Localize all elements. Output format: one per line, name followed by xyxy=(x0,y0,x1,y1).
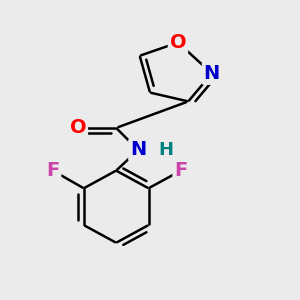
Text: F: F xyxy=(174,161,188,180)
Text: N: N xyxy=(130,140,146,160)
Text: N: N xyxy=(204,64,220,83)
Text: O: O xyxy=(70,118,86,137)
Text: F: F xyxy=(46,161,59,180)
Text: O: O xyxy=(170,33,186,52)
Text: O: O xyxy=(170,33,186,52)
Text: F: F xyxy=(174,161,188,180)
Text: O: O xyxy=(70,118,86,137)
Text: H: H xyxy=(159,141,174,159)
Text: N: N xyxy=(204,64,220,83)
Text: H: H xyxy=(159,141,174,159)
Text: N: N xyxy=(130,140,146,160)
Text: F: F xyxy=(46,161,59,180)
